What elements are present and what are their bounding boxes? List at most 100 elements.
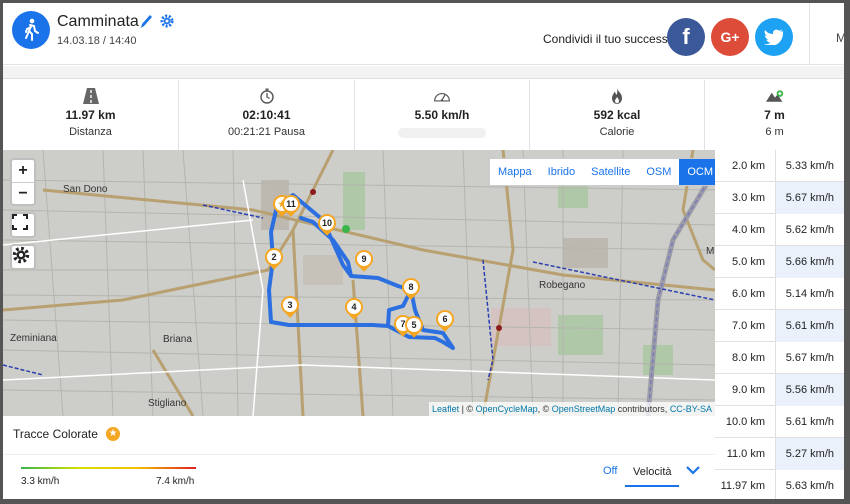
colored-tracks-title: Tracce Colorate bbox=[13, 427, 98, 441]
town-label: M bbox=[706, 246, 715, 257]
table-row: 3.0 km 5.67 km/h bbox=[715, 182, 844, 214]
fullscreen-button[interactable] bbox=[10, 212, 36, 238]
gradient-min-label: 3.3 km/h bbox=[21, 476, 60, 487]
opencyclemap-link[interactable]: OpenCycleMap bbox=[475, 404, 538, 414]
speed-gradient-legend bbox=[21, 467, 196, 469]
map-attribution: Leaflet | © OpenCycleMap, © OpenStreetMa… bbox=[429, 402, 715, 416]
twitter-share-button[interactable] bbox=[755, 18, 793, 56]
header-divider bbox=[809, 3, 810, 65]
header-right-label: M bbox=[836, 31, 846, 45]
table-row: 11.97 km 5.63 km/h bbox=[715, 470, 844, 499]
leaflet-link[interactable]: Leaflet bbox=[432, 404, 460, 414]
layer-ocm-button[interactable]: OCM bbox=[679, 159, 715, 185]
flame-icon bbox=[612, 88, 622, 104]
table-row: 11.0 km 5.27 km/h bbox=[715, 438, 844, 470]
attribution-text: contributors, bbox=[615, 404, 670, 414]
fullscreen-icon bbox=[12, 214, 28, 230]
split-distance: 5.0 km bbox=[731, 256, 765, 268]
km-marker[interactable]: 6 bbox=[432, 306, 458, 334]
table-row: 4.0 km 5.62 km/h bbox=[715, 214, 844, 246]
split-distance: 11.0 km bbox=[726, 448, 765, 460]
colored-tracks-panel: Tracce Colorate ★ 3.3 km/h 7.4 km/h Off … bbox=[3, 416, 715, 499]
stopwatch-icon bbox=[259, 88, 274, 104]
table-row: 2.0 km 5.33 km/h bbox=[715, 150, 844, 182]
km-marker[interactable]: 11 bbox=[278, 191, 304, 219]
km-marker[interactable]: 10 bbox=[314, 210, 340, 238]
stat-label: Calorie bbox=[599, 126, 635, 138]
share-prompt: Condividi il tuo successo bbox=[543, 32, 675, 46]
table-row: 10.0 km 5.61 km/h bbox=[715, 406, 844, 438]
chevron-down-icon[interactable] bbox=[686, 465, 700, 475]
layer-map-button[interactable]: Mappa bbox=[498, 166, 532, 178]
stat-value: 02:10:41 bbox=[242, 108, 291, 122]
pencil-icon[interactable] bbox=[139, 13, 153, 31]
stat-avg-speed: 5.50 km/h bbox=[355, 80, 530, 150]
stat-label: 00:21:21 Pausa bbox=[227, 126, 306, 138]
town-label: Stigliano bbox=[148, 398, 187, 409]
km-marker[interactable]: 9 bbox=[351, 246, 377, 274]
split-speed: 5.27 km/h bbox=[775, 438, 844, 470]
facebook-share-button[interactable]: f bbox=[667, 18, 705, 56]
layer-satellite-button[interactable]: Satellite bbox=[591, 166, 631, 178]
settings-gear-icon[interactable] bbox=[160, 14, 174, 28]
split-speed: 5.66 km/h bbox=[775, 246, 844, 278]
split-speed: 5.33 km/h bbox=[775, 150, 844, 182]
stat-calories: 592 kcal Calorie bbox=[530, 80, 705, 150]
km-marker[interactable]: 5 bbox=[401, 312, 427, 340]
twitter-bird-icon bbox=[764, 29, 783, 45]
facebook-icon: f bbox=[682, 24, 690, 49]
openstreetmap-link[interactable]: OpenStreetMap bbox=[551, 404, 616, 414]
split-speed: 5.63 km/h bbox=[775, 470, 844, 499]
split-speed: 5.67 km/h bbox=[775, 342, 844, 374]
splits-table: 2.0 km 5.33 km/h 3.0 km 5.67 km/h 4.0 km 5.… bbox=[715, 150, 844, 499]
license-link[interactable]: CC-BY-SA bbox=[669, 404, 712, 414]
google-plus-share-button[interactable]: G+ bbox=[711, 18, 749, 56]
split-distance: 11.97 km bbox=[720, 480, 765, 492]
metric-select[interactable]: Velocità bbox=[625, 459, 679, 487]
activity-title: Camminata bbox=[57, 13, 139, 30]
split-distance: 8.0 km bbox=[731, 352, 765, 364]
route-map[interactable]: San Dono Zeminiana Briana Robegano Stigl… bbox=[3, 150, 715, 416]
stat-value: 592 kcal bbox=[593, 108, 641, 122]
split-distance: 6.0 km bbox=[731, 288, 765, 300]
layer-switcher: Mappa Ibrido Satellite OSM OCM bbox=[489, 158, 715, 186]
attribution-text: , © bbox=[537, 404, 552, 414]
attribution-text: | © bbox=[459, 404, 476, 414]
split-distance: 9.0 km bbox=[731, 384, 765, 396]
split-speed: 5.67 km/h bbox=[775, 182, 844, 214]
stat-value: 7 m bbox=[764, 108, 785, 122]
split-distance: 7.0 km bbox=[731, 320, 765, 332]
table-row: 7.0 km 5.61 km/h bbox=[715, 310, 844, 342]
stat-label: 6 m bbox=[765, 126, 784, 138]
activity-datetime: 14.03.18 / 14:40 bbox=[57, 35, 137, 47]
road-icon bbox=[82, 88, 99, 104]
stat-elevation: 7 m 6 m bbox=[705, 80, 844, 150]
km-marker[interactable]: 3 bbox=[277, 292, 303, 320]
map-settings-button[interactable] bbox=[10, 244, 36, 270]
divider bbox=[3, 454, 715, 455]
km-marker[interactable]: 4 bbox=[341, 294, 367, 322]
gradient-max-label: 7.4 km/h bbox=[156, 476, 195, 487]
split-speed: 5.61 km/h bbox=[775, 406, 844, 438]
km-marker[interactable]: 8 bbox=[398, 274, 424, 302]
table-row: 9.0 km 5.56 km/h bbox=[715, 374, 844, 406]
zoom-in-button[interactable]: + bbox=[18, 162, 28, 179]
km-marker[interactable]: 2 bbox=[261, 244, 287, 272]
colored-tracks-off-button[interactable]: Off bbox=[603, 465, 618, 477]
table-row: 6.0 km 5.14 km/h bbox=[715, 278, 844, 310]
stat-label: Distanza bbox=[69, 126, 112, 138]
zoom-out-button[interactable]: − bbox=[12, 182, 34, 204]
split-distance: 10.0 km bbox=[725, 416, 765, 428]
table-row: 8.0 km 5.67 km/h bbox=[715, 342, 844, 374]
google-plus-icon: G+ bbox=[720, 29, 740, 45]
star-icon: ★ bbox=[106, 427, 120, 441]
split-distance: 4.0 km bbox=[731, 224, 765, 236]
table-row: 5.0 km 5.66 km/h bbox=[715, 246, 844, 278]
walking-icon bbox=[12, 11, 50, 49]
layer-hybrid-button[interactable]: Ibrido bbox=[547, 166, 576, 178]
town-label: San Dono bbox=[63, 184, 108, 195]
zoom-control: + − bbox=[10, 158, 36, 206]
stat-distance: 11.97 km Distanza bbox=[3, 80, 179, 150]
map-tiles bbox=[3, 150, 715, 416]
layer-osm-button[interactable]: OSM bbox=[646, 166, 672, 178]
